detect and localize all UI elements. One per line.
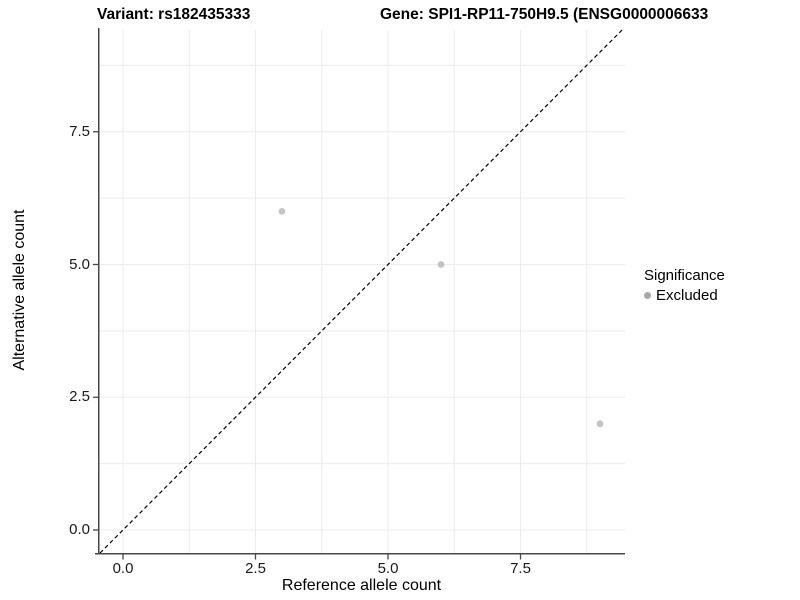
x-axis-title: Reference allele count [281, 577, 442, 594]
y-tick-label: 2.5 [69, 388, 90, 406]
excluded-dot-marker-icon [644, 292, 651, 299]
x-tick-label: 5.0 [377, 560, 399, 577]
y-tick-label: 0.0 [69, 521, 90, 538]
x-tick-label: 7.5 [510, 560, 531, 577]
y-axis-title: Alternative allele count [11, 209, 28, 371]
plot-title-variant: Variant: rs182435333 [97, 6, 251, 23]
legend-title: Significance [644, 267, 725, 284]
legend-item-label: Excluded [656, 287, 718, 304]
y-tick-label: 5.0 [69, 255, 90, 273]
legend: Significance Excluded [644, 267, 725, 304]
x-tick-label: 0.0 [112, 560, 134, 577]
x-tick-label: 2.5 [245, 560, 266, 577]
legend-item-excluded: Excluded [644, 287, 725, 304]
plot-title-gene: Gene: SPI1-RP11-750H9.5 (ENSG0000006633 [380, 6, 709, 23]
y-tick-label: 7.5 [69, 122, 90, 140]
